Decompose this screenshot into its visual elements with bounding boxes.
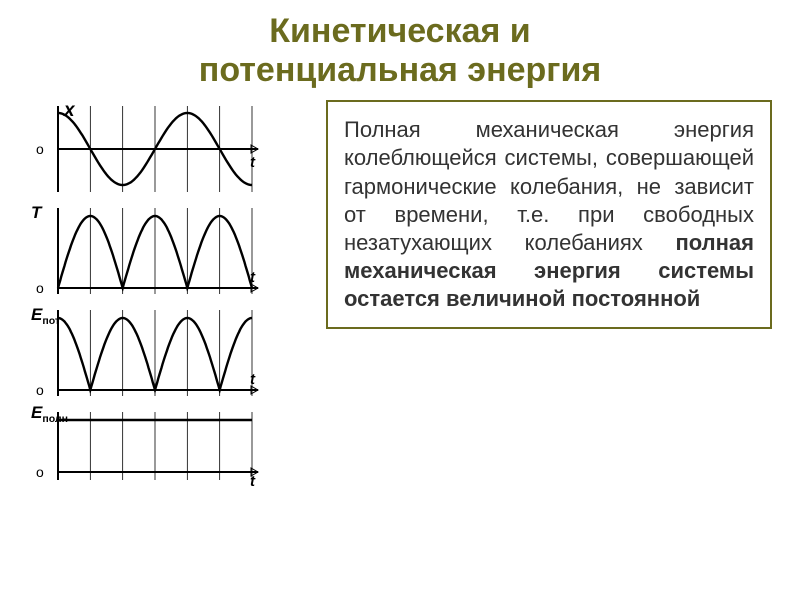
explanation-box: Полная механическая энергия колеблющейся…	[326, 100, 772, 329]
content-row: x о t о t Tо t Епот о t Еполн Полная механическая …	[28, 100, 772, 490]
svg-text:t: t	[250, 269, 256, 286]
svg-text:Епот: Епот	[31, 305, 60, 327]
svg-text:t: t	[250, 154, 256, 171]
chart-stack: x о t о t Tо t Епот о t Еполн	[28, 100, 308, 486]
svg-text:о: о	[36, 464, 44, 480]
svg-text:t: t	[250, 371, 256, 388]
chart-kinetic-energy: о t T	[28, 202, 268, 300]
svg-text:о: о	[36, 280, 44, 296]
slide-title: Кинетическая и потенциальная энергия	[28, 12, 772, 90]
chart-displacement: x о t	[28, 100, 268, 198]
svg-text:о: о	[36, 141, 44, 157]
svg-text:о: о	[36, 382, 44, 398]
svg-text:T: T	[31, 203, 43, 222]
chart-total-energy: о t Еполн	[28, 406, 268, 486]
svg-text:Еполн: Еполн	[31, 406, 68, 425]
svg-text:x: x	[63, 100, 76, 121]
title-line-2: потенциальная энергия	[199, 51, 601, 89]
svg-text:t: t	[250, 473, 256, 486]
title-line-1: Кинетическая и	[269, 12, 530, 50]
charts-column: x о t о t Tо t Епот о t Еполн	[28, 100, 308, 490]
chart-potential-energy: о t Епот	[28, 304, 268, 402]
